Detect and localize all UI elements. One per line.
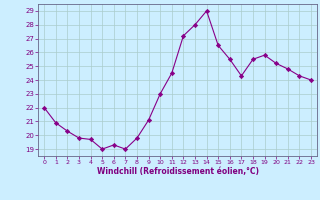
X-axis label: Windchill (Refroidissement éolien,°C): Windchill (Refroidissement éolien,°C) [97, 167, 259, 176]
